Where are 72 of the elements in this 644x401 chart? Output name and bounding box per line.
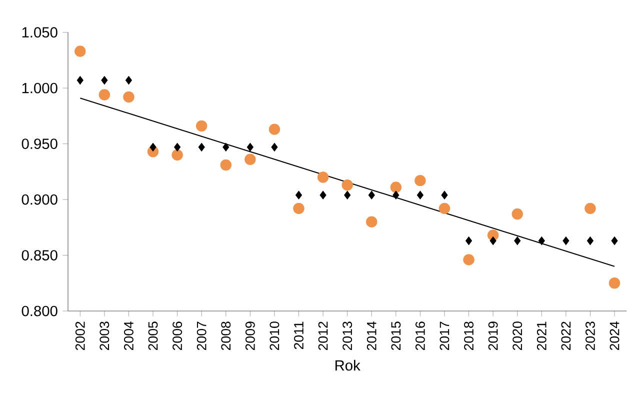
x-tick-label: 2017 [440,322,450,350]
point [514,236,521,246]
point [512,208,523,220]
x-tick-label: 2002 [75,322,85,350]
x-tick-label: 2013 [342,322,352,350]
point [125,76,132,85]
point [76,76,84,85]
point [198,142,205,152]
point [490,236,496,246]
x-axis-title: Rok [336,360,360,371]
point [538,236,545,246]
point [438,202,450,214]
point [317,172,329,183]
point [441,190,448,200]
x-tick-label: 2022 [561,322,571,350]
x-tick-label: 2008 [221,322,231,350]
point [392,190,400,200]
point [344,190,351,200]
x-tick-label: 2010 [270,322,280,350]
point [74,46,86,57]
y-tick-label: 0.850 [22,250,58,260]
point [244,154,256,166]
point [608,278,620,289]
point [123,91,134,103]
y-tick-label: 0.800 [22,306,58,316]
x-tick-label: 2018 [464,322,474,350]
point [463,254,474,266]
x-tick-label: 2023 [586,322,595,350]
x-tick-label: 2019 [488,322,498,350]
point [416,190,424,200]
x-tick-label: 2012 [318,322,328,350]
point [295,190,302,200]
point [414,174,426,186]
point [390,182,402,193]
y-tick-label: 0.900 [22,194,58,205]
point [466,236,472,246]
x-tick-label: 2009 [245,322,255,350]
point [268,124,280,135]
point [586,236,594,246]
point [320,190,326,200]
point [174,142,181,152]
point [611,236,618,246]
point [584,202,596,214]
point [246,142,254,152]
point [98,89,110,100]
point [101,76,108,85]
point [368,190,375,200]
x-tick-label: 2024 [610,321,620,350]
point [222,142,230,152]
y-tick-label: 1.000 [22,82,58,94]
point [220,159,232,171]
point [172,149,183,161]
point [293,202,304,214]
x-tick-label: 2016 [415,322,425,350]
point [196,120,208,132]
x-tick-label: 2007 [196,322,206,350]
x-tick-label: 2021 [536,322,546,350]
x-tick-label: 2014 [366,321,376,350]
x-tick-label: 2011 [294,322,304,350]
x-tick-label: 2015 [391,322,401,350]
point [366,216,378,228]
point [562,236,570,246]
point [271,142,278,152]
y-tick-label: 1.050 [22,27,58,38]
y-tick-label: 0.950 [22,138,58,149]
point [150,142,156,152]
x-tick-label: 2003 [100,322,110,350]
x-tick-label: 2004 [124,321,134,350]
x-tick-label: 2020 [512,322,522,350]
x-tick-label: 2005 [148,322,158,350]
x-tick-label: 2006 [172,322,182,350]
point [342,179,353,191]
